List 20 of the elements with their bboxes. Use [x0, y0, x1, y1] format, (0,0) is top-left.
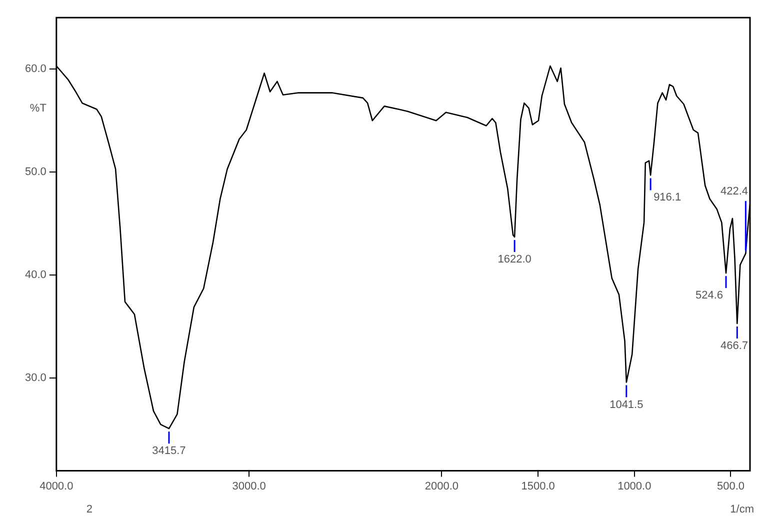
y-tick-label: 50.0: [24, 166, 46, 178]
annotation: 1622.0: [498, 254, 532, 266]
x-tick-label: 1000.0: [618, 480, 652, 492]
x-axis-title: 1/cm: [730, 504, 754, 516]
y-tick-label: 30.0: [24, 372, 46, 384]
annotation: 1041.5: [610, 398, 644, 411]
annotation: 3415.7: [152, 445, 186, 458]
x-tick-label: 4000.0: [40, 480, 74, 492]
y-axis-title: %T: [30, 102, 47, 114]
annotation: 422.4: [720, 186, 748, 198]
y-tick-label: 40.0: [24, 269, 46, 282]
y-tick-label: 60.0: [24, 63, 46, 76]
annotation: 524.6: [695, 290, 723, 302]
x-tick-label: 1500.0: [521, 480, 555, 492]
annotation: 916.1: [654, 192, 682, 204]
x-tick-label: 500.0: [716, 480, 744, 492]
text: 2: [86, 504, 93, 516]
x-tick-label: 3000.0: [232, 480, 266, 492]
annotation: 466.7: [720, 340, 748, 352]
x-tick-label: 2000.0: [424, 480, 459, 492]
